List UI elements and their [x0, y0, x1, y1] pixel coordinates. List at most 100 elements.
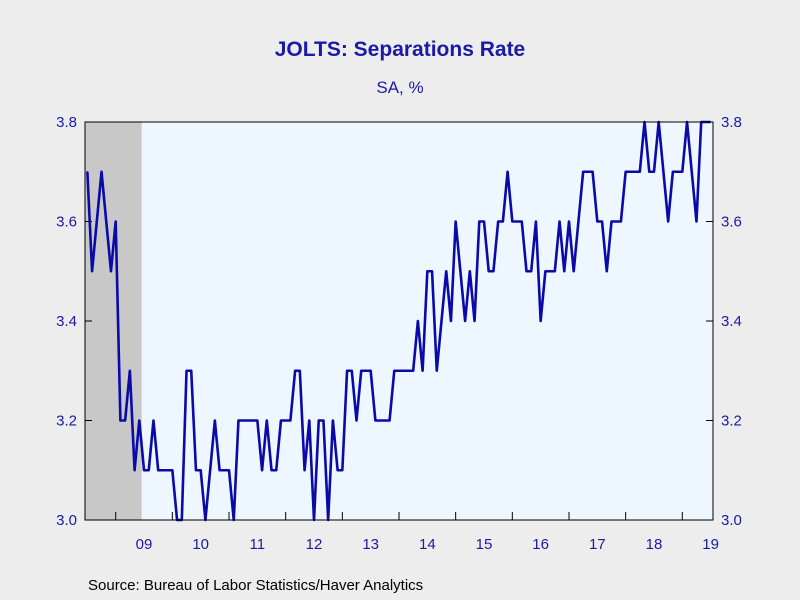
data-point [601, 220, 603, 223]
data-point [596, 220, 598, 223]
data-point [337, 469, 339, 471]
data-point [540, 320, 542, 322]
data-point [195, 469, 197, 471]
y-tick-label-left: 3.8 [56, 114, 77, 131]
data-point [171, 469, 173, 471]
y-tick-label-left: 3.6 [56, 214, 77, 231]
data-point [554, 270, 556, 272]
data-point [667, 220, 669, 223]
data-point [96, 220, 98, 223]
data-point [266, 419, 268, 422]
data-point [473, 320, 476, 322]
data-point [91, 270, 93, 272]
plot-area [85, 122, 713, 520]
data-point [634, 171, 636, 173]
x-tick-label: 14 [419, 536, 436, 553]
data-point [332, 419, 334, 422]
x-tick-label: 11 [250, 536, 266, 553]
data-point [412, 370, 414, 372]
data-point [502, 220, 504, 223]
y-tick-label-left: 3.2 [56, 413, 77, 430]
data-point [558, 220, 561, 223]
data-point [615, 220, 617, 223]
data-point [610, 220, 613, 223]
y-tick-label-right: 3.6 [721, 214, 742, 231]
y-tick-label-left: 3.0 [56, 512, 77, 529]
data-point [398, 370, 400, 372]
data-point [200, 469, 202, 471]
data-point [422, 370, 424, 372]
data-point [587, 171, 589, 173]
data-point [374, 419, 376, 422]
x-tick-label: 15 [476, 536, 493, 553]
data-point [544, 270, 546, 272]
x-tick-label: 12 [306, 536, 323, 553]
data-point [393, 370, 395, 372]
data-point [450, 320, 452, 322]
data-point [129, 370, 131, 372]
data-point [591, 171, 594, 173]
x-tick-label: 10 [192, 536, 209, 553]
data-point [426, 270, 428, 272]
y-tick-label-right: 3.4 [721, 313, 742, 330]
data-point [252, 419, 254, 422]
y-tick-label-right: 3.0 [721, 512, 742, 529]
data-point [351, 370, 353, 372]
data-point [497, 220, 499, 223]
data-point [152, 419, 155, 422]
y-tick-label-right: 3.2 [721, 413, 742, 430]
data-point [483, 220, 485, 223]
data-point [445, 270, 447, 272]
data-point [695, 220, 698, 223]
data-point [318, 419, 320, 422]
data-point [530, 270, 532, 272]
data-point [185, 370, 188, 372]
x-tick-label: 16 [532, 536, 549, 553]
data-point [341, 469, 343, 471]
data-point [521, 220, 523, 223]
data-point [110, 270, 112, 272]
data-point [464, 320, 466, 322]
data-point [662, 171, 665, 173]
data-point [365, 370, 367, 372]
data-point [488, 270, 490, 272]
data-point [209, 469, 211, 471]
data-point [577, 220, 580, 223]
data-point [303, 469, 306, 471]
data-point [119, 419, 122, 422]
data-point [672, 171, 674, 173]
x-tick-label: 09 [136, 536, 153, 553]
data-point [105, 220, 107, 223]
data-point [346, 370, 348, 372]
chart-subtitle: SA, % [376, 78, 424, 97]
y-tick-label-left: 3.4 [56, 313, 77, 330]
data-point [639, 171, 641, 173]
data-point [653, 171, 655, 173]
data-point [469, 270, 471, 272]
chart-title: JOLTS: Separations Rate [274, 38, 526, 61]
data-point [407, 370, 410, 372]
data-point [308, 419, 310, 422]
data-point [620, 220, 622, 223]
data-point [86, 171, 88, 173]
data-point [360, 370, 362, 372]
data-point [237, 419, 240, 422]
data-point [228, 469, 230, 471]
data-point [115, 220, 117, 223]
data-point [582, 171, 584, 173]
data-point [516, 220, 518, 223]
data-point [261, 469, 263, 471]
data-point [563, 270, 565, 272]
data-point [285, 419, 287, 422]
data-point [440, 320, 443, 322]
data-point [525, 270, 528, 272]
data-point [280, 419, 282, 422]
data-point [100, 171, 103, 173]
data-point [270, 469, 273, 471]
data-point [289, 419, 291, 422]
data-point [138, 419, 140, 422]
data-point [275, 469, 277, 471]
data-point [242, 419, 244, 422]
data-point [492, 270, 495, 272]
data-point [629, 171, 631, 173]
